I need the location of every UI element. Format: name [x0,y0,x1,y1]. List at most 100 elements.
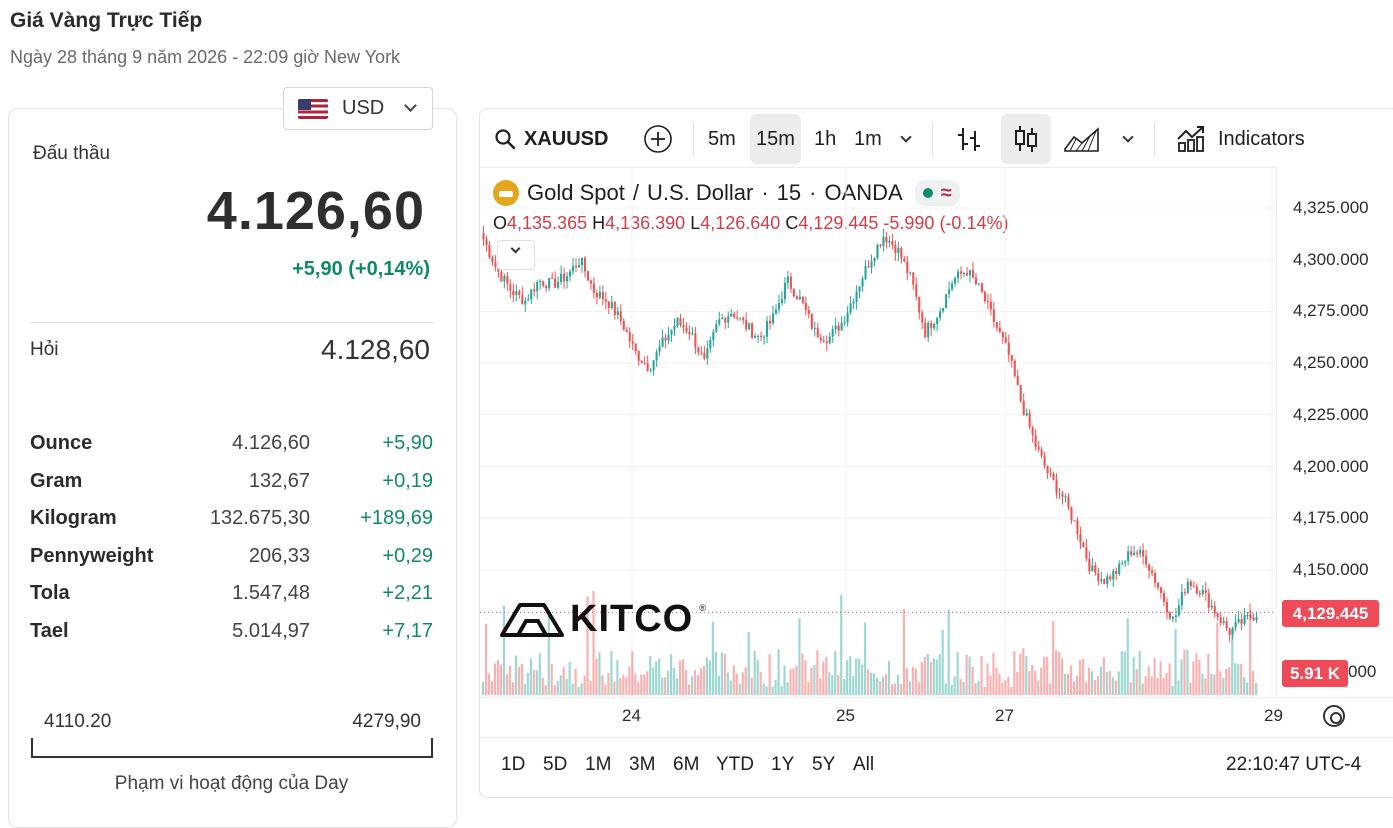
candle-body [634,343,637,352]
volume-bar [1096,675,1100,695]
bar-chart-type-button[interactable] [956,114,982,164]
volume-bar [810,667,813,695]
ask-label: Hỏi [30,339,59,360]
volume-bar [720,652,723,695]
volume-axis-label: 000 [1348,662,1377,681]
candle-body [613,301,616,315]
indicators-label: Indicators [1218,127,1305,150]
volume-bar [786,682,789,695]
range-button-5d[interactable]: 5D [543,754,568,775]
candle-body [951,283,954,290]
volume-bar [950,684,953,695]
volume-bar [977,680,980,695]
candle-body [485,239,488,245]
candle-body [527,299,530,301]
range-button-3m[interactable]: 3M [629,754,656,775]
candle-body [551,278,554,280]
interval-1m[interactable]: 1m [854,127,882,150]
interval-1h[interactable]: 1h [814,127,837,150]
volume-bar [1001,682,1004,695]
price-chart[interactable] [480,167,1276,697]
candle-body [1076,520,1079,534]
candle-body [757,335,760,337]
candle-body [786,276,789,283]
interval-dropdown[interactable] [900,114,912,164]
volume-bar [511,682,515,695]
volume-bar [1022,648,1025,695]
volume-bar [789,668,792,695]
range-button-5y[interactable]: 5Y [812,754,836,775]
candle-body [1192,586,1195,588]
candle-body [1234,622,1237,628]
candle-body [512,290,515,296]
price-tick-label: 4,150.000 [1293,559,1369,579]
compare-button[interactable] [643,114,673,164]
range-button-1y[interactable]: 1Y [771,754,795,775]
volume-bar [1031,664,1034,695]
candle-body [954,278,957,284]
range-button-1m[interactable]: 1M [585,754,612,775]
candle-body [971,270,975,278]
volume-bar [693,669,697,695]
volume-bar [1117,671,1120,695]
candle-body [798,296,801,300]
volume-bar [592,591,595,695]
instrument-name: Gold Spot [527,180,625,205]
volume-bar [625,677,628,695]
volume-bar [1210,673,1213,695]
volume-bar [1180,659,1183,695]
close-key: C [785,213,799,233]
legend-collapse-button[interactable] [497,240,535,270]
volume-bar [1246,682,1249,695]
volume-bar [577,686,580,695]
volume-bar [667,670,670,695]
currency-selector[interactable]: USD [283,87,433,130]
market-status-badge[interactable]: ≈ [914,180,960,206]
candle-body [858,286,861,292]
candle-body [1174,615,1177,617]
candle-body [906,261,909,274]
candle-body [1222,621,1225,623]
volume-bar [1093,680,1097,695]
candle-body [986,301,989,303]
legend-interval: 15 [776,180,802,205]
volume-bar [1204,678,1207,695]
unit-row: Ounce 4.126,60 +5,90 [30,432,434,462]
candle-chart-type-button[interactable] [1001,114,1051,164]
area-chart-type-button[interactable] [1064,114,1100,164]
low-value: 4,126.640 [700,213,781,233]
candle-body [1159,587,1163,593]
range-button-1d[interactable]: 1D [501,754,526,775]
range-button-all[interactable]: All [853,754,875,775]
interval-5m[interactable]: 5m [708,127,736,150]
unit-row: Tola 1.547,48 +2,21 [30,582,434,612]
candle-body [604,299,607,302]
candle-body [1001,331,1004,338]
volume-bar [944,683,947,695]
volume-bar [1004,680,1007,695]
unit-name: Kilogram [30,507,117,529]
candle-body [521,294,524,305]
chart-settings-icon[interactable] [1323,705,1345,727]
volume-bar [1228,667,1231,695]
volume-bar [601,675,604,695]
volume-bar [917,682,920,695]
candle-body [494,262,497,267]
interval-15m[interactable]: 15m [750,114,801,164]
volume-bar [867,669,870,695]
price-tick-label: 4,275.000 [1293,301,1369,321]
candle-body [622,320,625,331]
symbol-search[interactable]: XAUUSD [494,114,608,164]
candle-body [491,257,494,263]
unit-name: Gram [30,470,83,492]
candle-body [1031,427,1034,435]
volume-bar [768,653,771,695]
unit-change: +189,69 [360,507,433,529]
volume-bar [1141,683,1144,695]
volume-bar [678,660,682,695]
range-button-ytd[interactable]: YTD [716,754,754,775]
range-button-6m[interactable]: 6M [673,754,700,775]
indicators-button[interactable]: Indicators [1176,114,1305,164]
volume-bar [765,686,768,695]
chart-type-dropdown[interactable] [1122,114,1134,164]
